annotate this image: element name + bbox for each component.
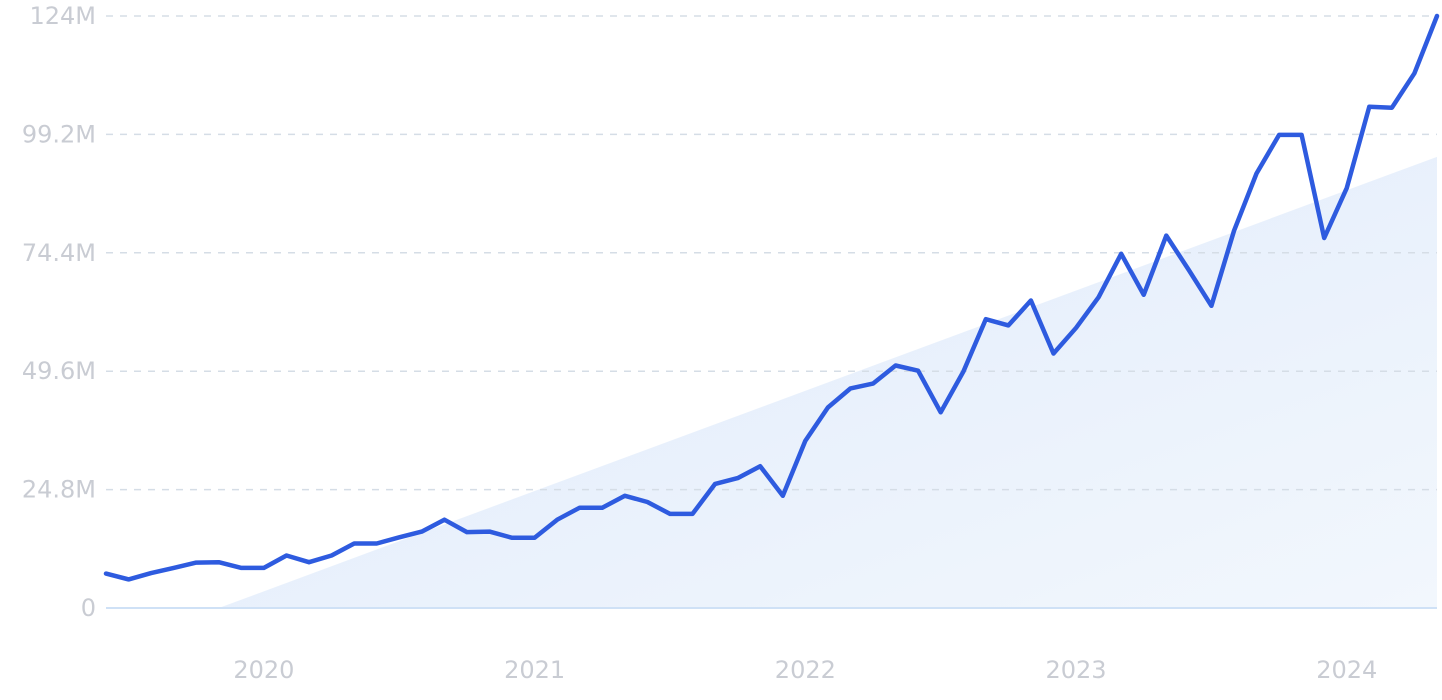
x-tick-label: 2022 — [775, 656, 836, 684]
x-tick-label: 2021 — [504, 656, 565, 684]
x-tick-label: 2023 — [1046, 656, 1107, 684]
trend-area — [218, 156, 1437, 608]
x-tick-label: 2020 — [233, 656, 294, 684]
y-tick-label: 74.4M — [22, 239, 96, 267]
series-line — [103, 13, 1440, 582]
y-tick-label: 124M — [29, 2, 96, 30]
y-tick-label: 49.6M — [22, 357, 96, 385]
y-tick-label: 24.8M — [22, 476, 96, 504]
y-tick-label: 0 — [81, 594, 96, 622]
x-tick-label: 2024 — [1316, 656, 1377, 684]
y-tick-label: 99.2M — [22, 120, 96, 148]
